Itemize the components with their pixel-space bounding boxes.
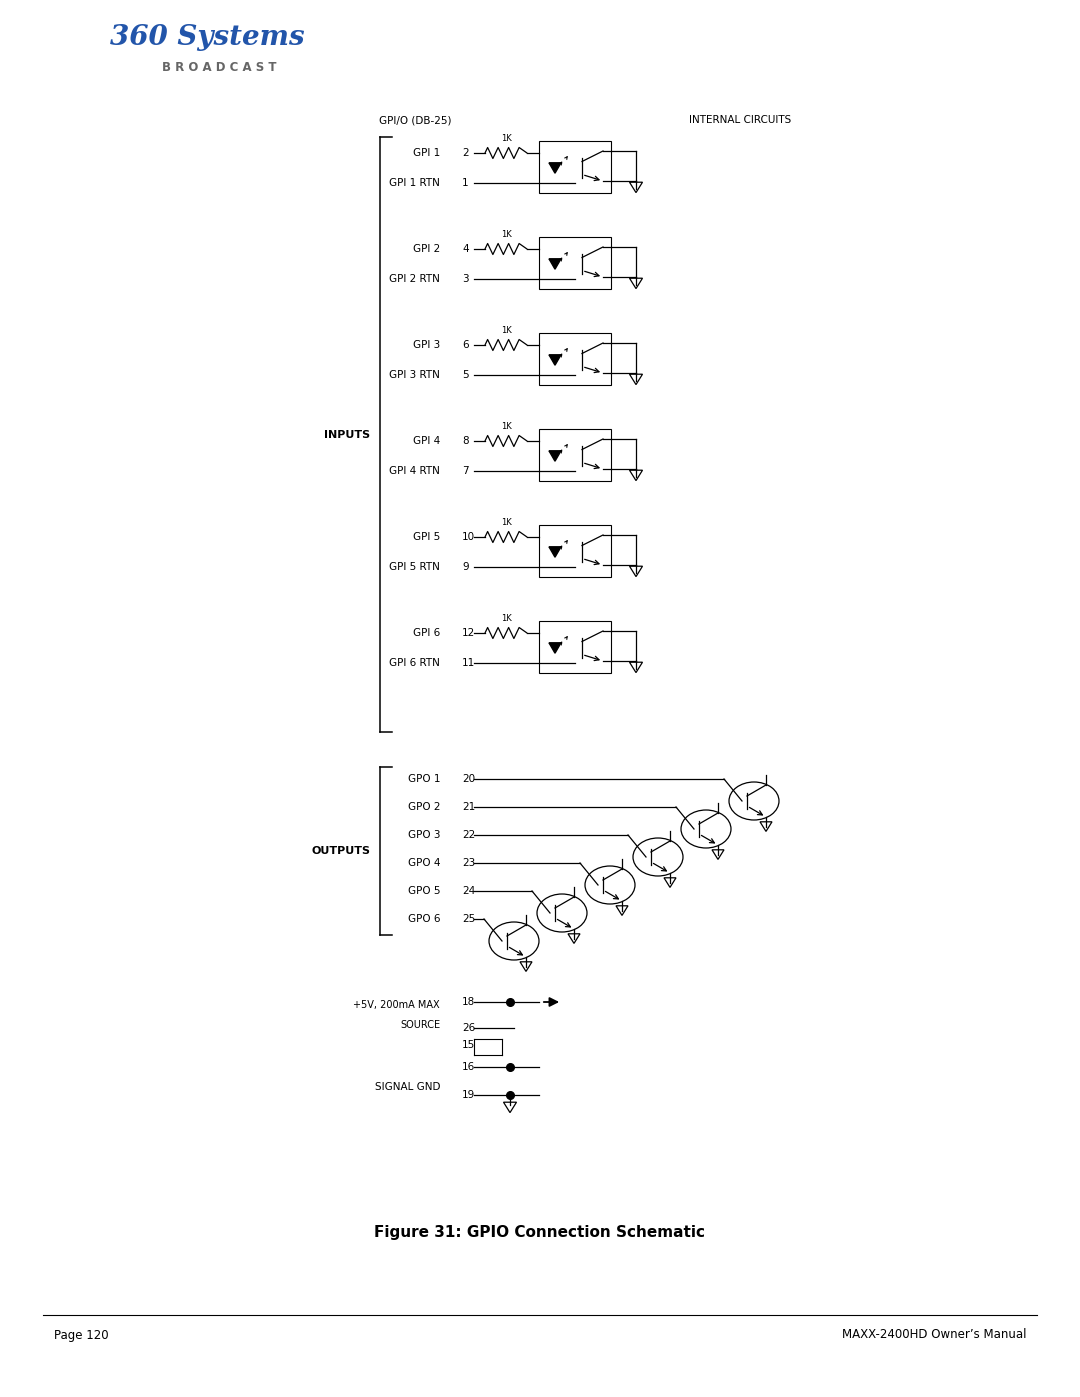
Text: GPI 1 RTN: GPI 1 RTN [389,177,440,189]
Text: 23: 23 [462,858,475,868]
Text: 9: 9 [462,562,469,571]
Text: GPI 1: GPI 1 [413,148,440,158]
Text: GPO 3: GPO 3 [407,830,440,840]
Text: 18: 18 [462,997,475,1007]
Polygon shape [549,643,561,654]
Text: GPI 5: GPI 5 [413,532,440,542]
Text: GPI/O (DB-25): GPI/O (DB-25) [379,115,451,124]
Text: 24: 24 [462,886,475,895]
Text: 1K: 1K [501,422,511,432]
Text: GPI 6: GPI 6 [413,629,440,638]
Text: GPI 5 RTN: GPI 5 RTN [389,562,440,571]
Text: SOURCE: SOURCE [400,1020,440,1030]
Polygon shape [549,163,561,173]
Text: 6: 6 [462,339,469,351]
Text: 1K: 1K [501,615,511,623]
Text: 21: 21 [462,802,475,812]
Text: OUTPUTS: OUTPUTS [311,847,370,856]
Text: MAXX-2400HD Owner’s Manual: MAXX-2400HD Owner’s Manual [841,1329,1026,1341]
Text: GPI 2 RTN: GPI 2 RTN [389,274,440,284]
Text: 360 Systems: 360 Systems [110,24,305,50]
Polygon shape [549,355,561,365]
Text: GPI 3: GPI 3 [413,339,440,351]
Text: 1K: 1K [501,231,511,239]
Text: 8: 8 [462,436,469,446]
Text: 4: 4 [462,244,469,254]
Text: GPO 6: GPO 6 [407,914,440,923]
Bar [539,141,611,193]
Text: SIGNAL GND: SIGNAL GND [375,1083,440,1092]
Text: 1K: 1K [501,326,511,335]
Text: GPI 4 RTN: GPI 4 RTN [389,467,440,476]
Bar [539,332,611,386]
Text: INPUTS: INPUTS [324,429,370,440]
Text: GPI 3 RTN: GPI 3 RTN [389,370,440,380]
Text: 1: 1 [462,177,469,189]
Text: GPI 4: GPI 4 [413,436,440,446]
Polygon shape [549,546,561,557]
Text: GPO 5: GPO 5 [407,886,440,895]
Polygon shape [549,451,561,461]
Text: 12: 12 [462,629,475,638]
Text: +5V, 200mA MAX: +5V, 200mA MAX [353,1000,440,1010]
Text: 7: 7 [462,467,469,476]
Text: GPI 6 RTN: GPI 6 RTN [389,658,440,668]
Text: 16: 16 [462,1062,475,1071]
Bar [539,622,611,673]
Text: 19: 19 [462,1090,475,1099]
Text: GPO 4: GPO 4 [407,858,440,868]
Text: 3: 3 [462,274,469,284]
Text: Figure 31: GPIO Connection Schematic: Figure 31: GPIO Connection Schematic [375,1225,705,1239]
Bar [539,429,611,481]
Text: 26: 26 [462,1023,475,1032]
Text: 11: 11 [462,658,475,668]
Text: 25: 25 [462,914,475,923]
Polygon shape [549,258,561,270]
Text: 22: 22 [462,830,475,840]
Text: 5: 5 [462,370,469,380]
Bar [539,237,611,289]
Bar [539,525,611,577]
Text: INTERNAL CIRCUITS: INTERNAL CIRCUITS [689,115,792,124]
Text: 20: 20 [462,774,475,784]
Text: 1K: 1K [501,518,511,527]
Text: B R O A D C A S T: B R O A D C A S T [162,60,276,74]
Text: Page 120: Page 120 [54,1329,109,1341]
Text: 15: 15 [462,1039,475,1051]
Text: GPO 1: GPO 1 [407,774,440,784]
Text: 1K: 1K [501,134,511,142]
Text: GPI 2: GPI 2 [413,244,440,254]
Text: 10: 10 [462,532,475,542]
Text: 2: 2 [462,148,469,158]
Text: GPO 2: GPO 2 [407,802,440,812]
